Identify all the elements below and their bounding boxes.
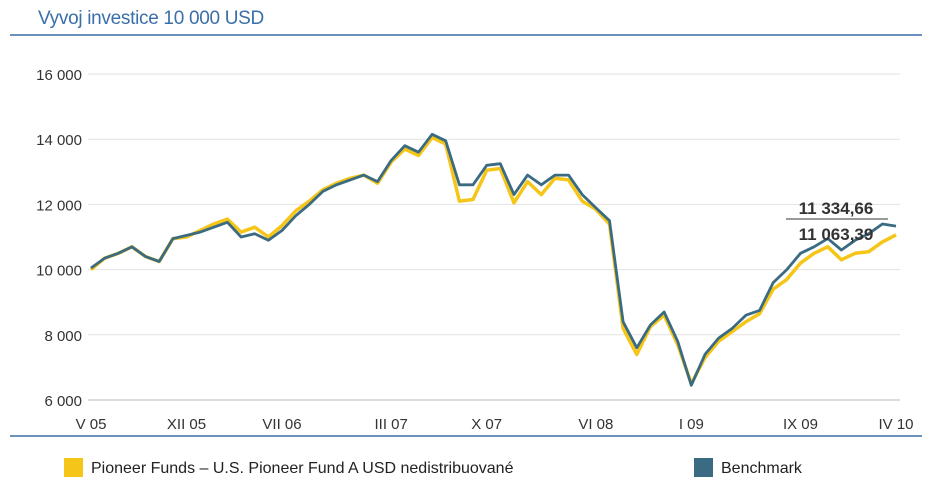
x-tick-label: IX 09 — [783, 416, 818, 433]
legend-label-benchmark: Benchmark — [721, 460, 802, 477]
annotation-fund-end-value: 11 063,39 — [799, 225, 874, 244]
legend-label-fund: Pioneer Funds – U.S. Pioneer Fund A USD … — [91, 460, 514, 477]
legend-swatch-benchmark — [694, 458, 713, 477]
x-tick-label: III 07 — [374, 416, 407, 433]
y-tick-label: 6 000 — [44, 393, 82, 410]
x-tick-label: X 07 — [471, 416, 502, 433]
y-tick-label: 12 000 — [36, 197, 82, 214]
legend-item-fund: Pioneer Funds – U.S. Pioneer Fund A USD … — [64, 458, 513, 478]
x-tick-label: V 05 — [76, 416, 107, 433]
chart-title: Vyvoj investice 10 000 USD — [38, 8, 264, 29]
y-tick-label: 14 000 — [36, 132, 82, 149]
legend-item-benchmark: Benchmark — [694, 458, 802, 478]
x-tick-label: VI 08 — [578, 416, 613, 433]
x-tick-label: VII 06 — [262, 416, 301, 433]
line-chart: 6 000 8 000 10 000 12 000 14 000 16 000 V 05 X… — [10, 34, 922, 437]
legend-swatch-fund — [64, 458, 83, 477]
series-line-fund — [89, 135, 897, 386]
y-tick-label: 16 000 — [36, 67, 82, 84]
x-tick-label: I 09 — [679, 416, 704, 433]
y-tick-label: 10 000 — [36, 263, 82, 280]
x-tick-label: XII 05 — [167, 416, 206, 433]
y-tick-label: 8 000 — [44, 328, 82, 345]
annotation-benchmark-end-value: 11 334,66 — [799, 199, 874, 218]
series-line-benchmark — [90, 132, 897, 387]
x-tick-label: IV 10 — [878, 416, 913, 433]
